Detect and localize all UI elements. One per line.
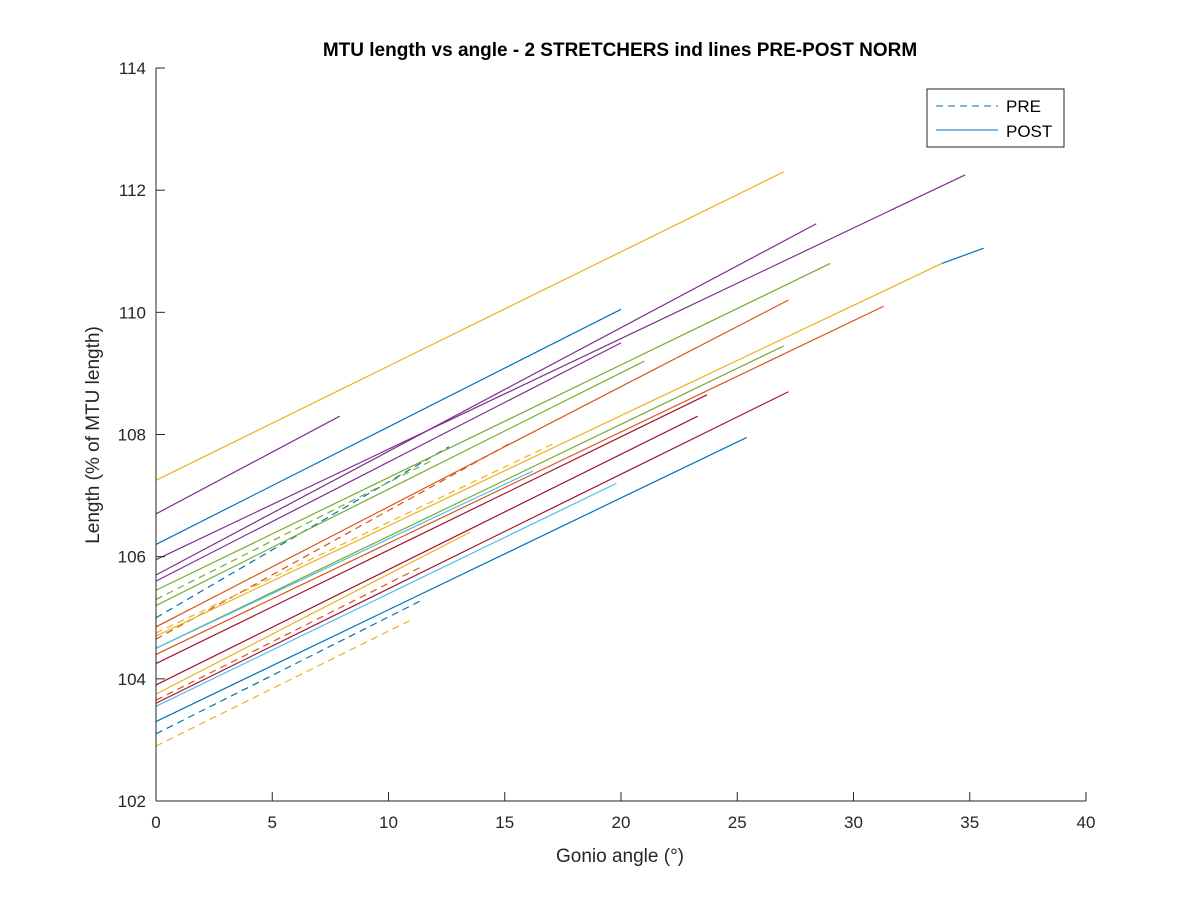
plot-background	[156, 68, 1086, 801]
series-line-post-10	[155, 174, 966, 561]
x-tick-label: 15	[495, 813, 514, 832]
series-line-post-25	[155, 482, 617, 707]
x-tick-label: 25	[728, 813, 747, 832]
y-tick-label: 112	[119, 181, 146, 200]
series-line-post-26	[155, 437, 747, 723]
series-line-post-14	[155, 360, 645, 607]
x-tick-label: 10	[379, 813, 398, 832]
series-line-post-12	[155, 342, 622, 582]
y-tick-label: 114	[119, 59, 146, 78]
series-line-post-23	[155, 391, 789, 704]
x-tick-label: 40	[1077, 813, 1096, 832]
y-axis: 102 104 106 108 110 112 114	[118, 59, 165, 811]
legend-post-label: POST	[1006, 122, 1052, 141]
series-line-post-20	[155, 470, 533, 649]
series-line-post-19	[155, 305, 884, 655]
series-line-post-22	[155, 415, 698, 686]
series-line-post-16	[155, 262, 943, 637]
series-line-post-24	[155, 531, 471, 695]
series-line-post-11	[155, 223, 817, 576]
series-line-post-9	[155, 308, 622, 545]
y-tick-label: 104	[118, 670, 146, 689]
legend-box	[926, 88, 1065, 148]
y-tick-label: 102	[118, 792, 146, 811]
series-lines	[155, 171, 984, 747]
chart-title: MTU length vs angle - 2 STRETCHERS ind l…	[323, 40, 917, 61]
legend-pre-label: PRE	[1006, 97, 1041, 116]
y-tick-label: 108	[118, 426, 146, 445]
x-tick-label: 20	[612, 813, 631, 832]
x-tick-label: 30	[844, 813, 863, 832]
x-tick-label: 35	[960, 813, 979, 832]
series-line-pre-4	[155, 443, 510, 640]
series-line-post-15	[155, 299, 789, 628]
series-line-pre-2	[155, 565, 424, 701]
legend: PRE POST	[926, 88, 1065, 148]
series-line-post-18	[155, 345, 785, 649]
series-line-post-21	[155, 394, 708, 665]
series-line-post-17	[941, 247, 984, 265]
y-axis-label: Length (% of MTU length)	[83, 326, 104, 544]
series-line-pre-5	[155, 443, 554, 634]
x-axis-label: Gonio angle (°)	[556, 846, 684, 867]
x-axis: 0 5 10 15 20 25 30 35 40	[151, 792, 1095, 832]
x-tick-label: 5	[268, 813, 277, 832]
series-line-post-7	[155, 171, 785, 481]
plot-area	[156, 68, 1086, 801]
series-line-post-13	[155, 262, 831, 591]
y-tick-label: 106	[118, 548, 146, 567]
y-tick-label: 110	[119, 303, 146, 322]
series-line-post-8	[155, 415, 340, 515]
x-tick-label: 0	[151, 813, 160, 832]
series-line-pre-6	[155, 458, 436, 600]
series-line-pre-1	[155, 598, 424, 735]
